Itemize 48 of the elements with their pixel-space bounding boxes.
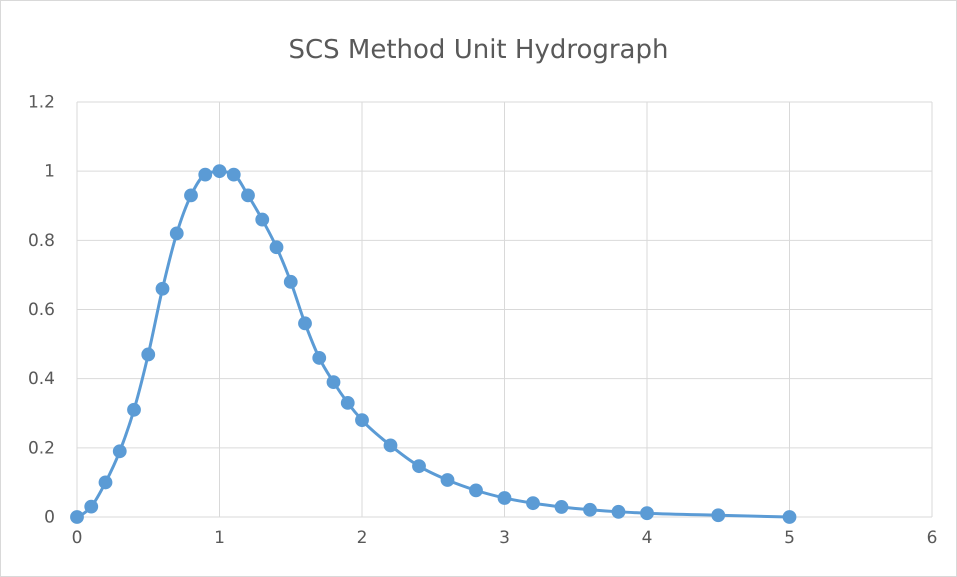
point [498,491,512,505]
point [554,500,568,514]
point [355,413,369,428]
x-tick-label: 0 [72,528,82,548]
point [284,274,298,289]
point [198,168,212,182]
point [270,240,284,254]
point [312,351,326,365]
point [127,402,141,417]
point [340,396,355,410]
point [98,476,112,490]
x-tick-label: 2 [356,528,368,548]
x-tick-label: 6 [926,528,938,548]
y-tick-label: 1 [44,162,55,182]
point [782,510,796,524]
x-tick-label: 1 [214,528,225,548]
point [141,348,156,362]
point [384,438,398,452]
y-tick-label: 0 [44,507,55,528]
point [640,506,654,520]
point [241,188,255,202]
point [412,459,426,474]
point [326,375,340,390]
point [156,282,170,296]
y-tick-label: 0.8 [28,230,55,251]
x-tick-label: 5 [784,528,795,548]
chart-title: SCS Method Unit Hydrograph [288,35,668,65]
point [255,212,270,226]
point [112,444,127,458]
x-tick-label: 3 [499,528,510,548]
point [212,164,226,178]
point [711,508,726,522]
point [184,188,198,202]
point [440,473,454,487]
point [170,226,184,240]
point [84,500,98,514]
point [612,504,626,519]
point [70,510,84,524]
y-tick-label: 0.6 [28,300,55,320]
point [526,496,540,510]
y-tick-label: 0.2 [28,438,55,458]
y-tick-label: 0.4 [28,369,55,390]
point [583,502,597,517]
point [298,316,312,330]
y-tick-label: 1.2 [28,92,55,112]
x-tick-label: 4 [642,528,652,548]
point [226,168,241,182]
point [469,483,483,498]
